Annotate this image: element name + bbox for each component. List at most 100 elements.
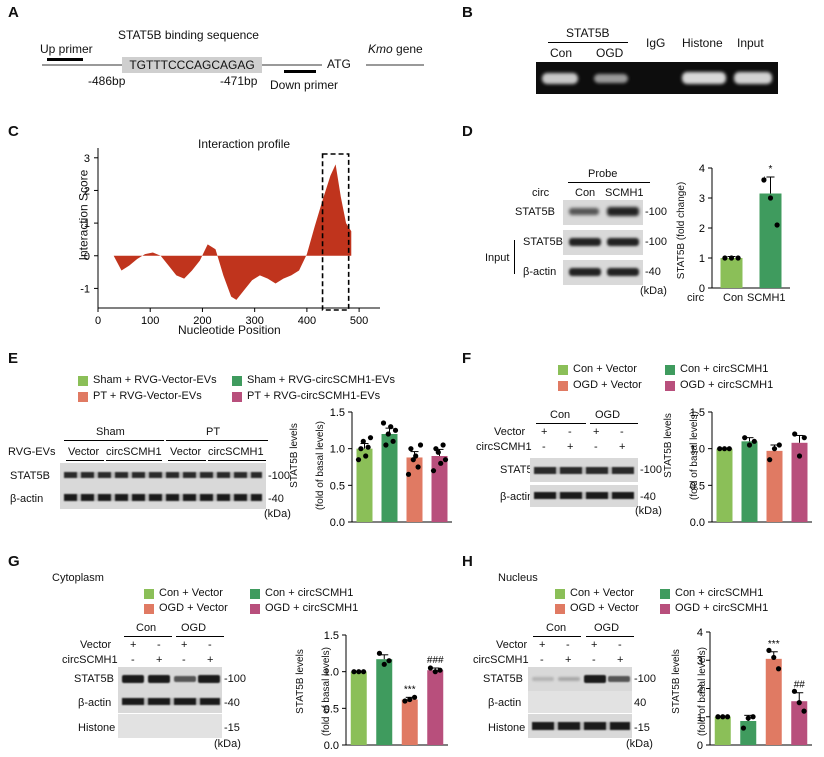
g-data-point xyxy=(360,669,367,675)
c-y-tick-label: 2 xyxy=(84,185,90,197)
f-data-point xyxy=(792,431,798,437)
h-legend-2: Con + circSCMH1 xyxy=(675,587,764,599)
e-vector-2: Vector xyxy=(170,446,202,458)
e-data-point xyxy=(438,460,444,466)
e-data-point xyxy=(435,449,441,455)
e-circ-1: circSCMH1 xyxy=(106,446,162,458)
h-band-4 xyxy=(608,676,630,682)
d-bactin-label: β-actin xyxy=(523,266,557,278)
h-blot-bactin xyxy=(528,691,632,713)
h-vector-label: Vector xyxy=(496,639,528,651)
g-band-3 xyxy=(174,676,196,682)
g-data-point xyxy=(432,669,438,675)
e-data-point xyxy=(440,442,446,448)
f-legend-4: OGD + circSCMH1 xyxy=(680,379,774,391)
h-data-point xyxy=(745,715,751,721)
panel-label-d: D xyxy=(462,123,473,140)
e-data-point xyxy=(363,453,369,459)
h-bactin-label: β-actin xyxy=(488,697,522,709)
d-scmh1-label: SCMH1 xyxy=(605,187,644,199)
g-y-tick-label: 1.5 xyxy=(324,630,339,642)
h-band-1 xyxy=(532,677,554,681)
g-y-tick-label: 0.5 xyxy=(324,703,339,715)
d-bar xyxy=(759,193,782,288)
g-data-point xyxy=(351,669,357,675)
h-data-point xyxy=(766,647,772,653)
h-data-point xyxy=(791,688,798,694)
g-data-point xyxy=(411,694,418,700)
b-ogd-label: OGD xyxy=(596,46,624,60)
gene-suffix: gene xyxy=(392,42,423,56)
f-bands-bactin xyxy=(534,492,634,499)
d-blot-bactin xyxy=(563,260,643,285)
g-significance: *** xyxy=(404,684,416,695)
d-con-label: Con xyxy=(575,187,596,199)
d-band-scmh1 xyxy=(607,207,639,216)
c-highlight-box xyxy=(321,153,350,311)
f-vec-c2: - xyxy=(568,426,572,438)
h-y-tick-label: 2 xyxy=(697,684,703,696)
d-data-point xyxy=(728,255,735,261)
h-bar xyxy=(740,720,757,745)
f-legend-2: Con + circSCMH1 xyxy=(680,363,769,375)
e-data-point xyxy=(385,431,391,437)
e-data-point xyxy=(360,438,366,444)
down-primer-bar xyxy=(284,70,316,73)
e-data-point xyxy=(355,457,362,463)
b-stat5b-line xyxy=(548,42,628,43)
h-ogd-label: OGD xyxy=(594,622,620,634)
gene-line-right xyxy=(366,64,424,66)
g-circ-c1: - xyxy=(131,654,135,666)
d-y-tick-label: 2 xyxy=(699,223,705,235)
f-con-line xyxy=(536,423,586,424)
h-vec-c4: - xyxy=(618,639,622,651)
panel-label-h: H xyxy=(462,553,473,570)
f-data-point xyxy=(742,435,748,441)
e-vector-1-line xyxy=(66,460,104,461)
g-con-line xyxy=(124,636,172,637)
f-data-point xyxy=(796,453,803,459)
e-sham-line xyxy=(64,440,164,441)
f-bar xyxy=(791,442,808,522)
e-vector-1: Vector xyxy=(68,446,100,458)
d-input-bracket xyxy=(514,240,515,274)
g-data-point xyxy=(356,669,362,675)
e-circ-2-line xyxy=(208,460,266,461)
g-bactin-label: β-actin xyxy=(78,697,112,709)
f-circ-c1: - xyxy=(542,441,546,453)
g-bar xyxy=(427,670,444,745)
d-significance: * xyxy=(769,164,773,175)
c-interaction-area xyxy=(113,164,352,300)
c-y-tick-label: 3 xyxy=(84,153,90,165)
g-blot-histone xyxy=(118,714,222,738)
h-mw100: -100 xyxy=(634,673,657,685)
h-legend-3: OGD + Vector xyxy=(570,602,639,614)
g-kda: (kDa) xyxy=(214,738,241,750)
h-bands-histone xyxy=(532,722,630,730)
e-legend-1: Sham + RVG-Vector-EVs xyxy=(93,374,217,386)
f-data-point xyxy=(801,435,807,441)
h-bar xyxy=(765,658,782,745)
h-legend-4: OGD + circSCMH1 xyxy=(675,602,769,614)
f-stat5b-label: STAT5B xyxy=(500,464,540,476)
f-legend-swatch-3 xyxy=(558,381,568,391)
f-circ-label: circSCMH1 xyxy=(476,441,532,453)
g-circ-c4: + xyxy=(207,654,214,666)
down-primer-label: Down primer xyxy=(270,78,339,92)
h-data-point xyxy=(724,714,731,720)
e-data-point xyxy=(392,427,399,433)
h-vec-c2: - xyxy=(566,639,570,651)
position-left: -486bp xyxy=(88,74,126,88)
g-ogd-line xyxy=(176,636,224,637)
e-legend-swatch-3 xyxy=(78,392,88,402)
c-y-tick-label: 0 xyxy=(84,251,90,263)
h-data-point xyxy=(796,700,802,706)
e-y-tick-label: 0.5 xyxy=(330,480,345,492)
d-data-point xyxy=(761,177,767,183)
g-band-2 xyxy=(148,675,170,683)
h-data-point xyxy=(771,654,777,661)
gel-band-histone xyxy=(682,72,726,84)
c-x-tick-label: 500 xyxy=(350,315,368,327)
c-xlabel: Nucleotide Position xyxy=(178,323,281,337)
